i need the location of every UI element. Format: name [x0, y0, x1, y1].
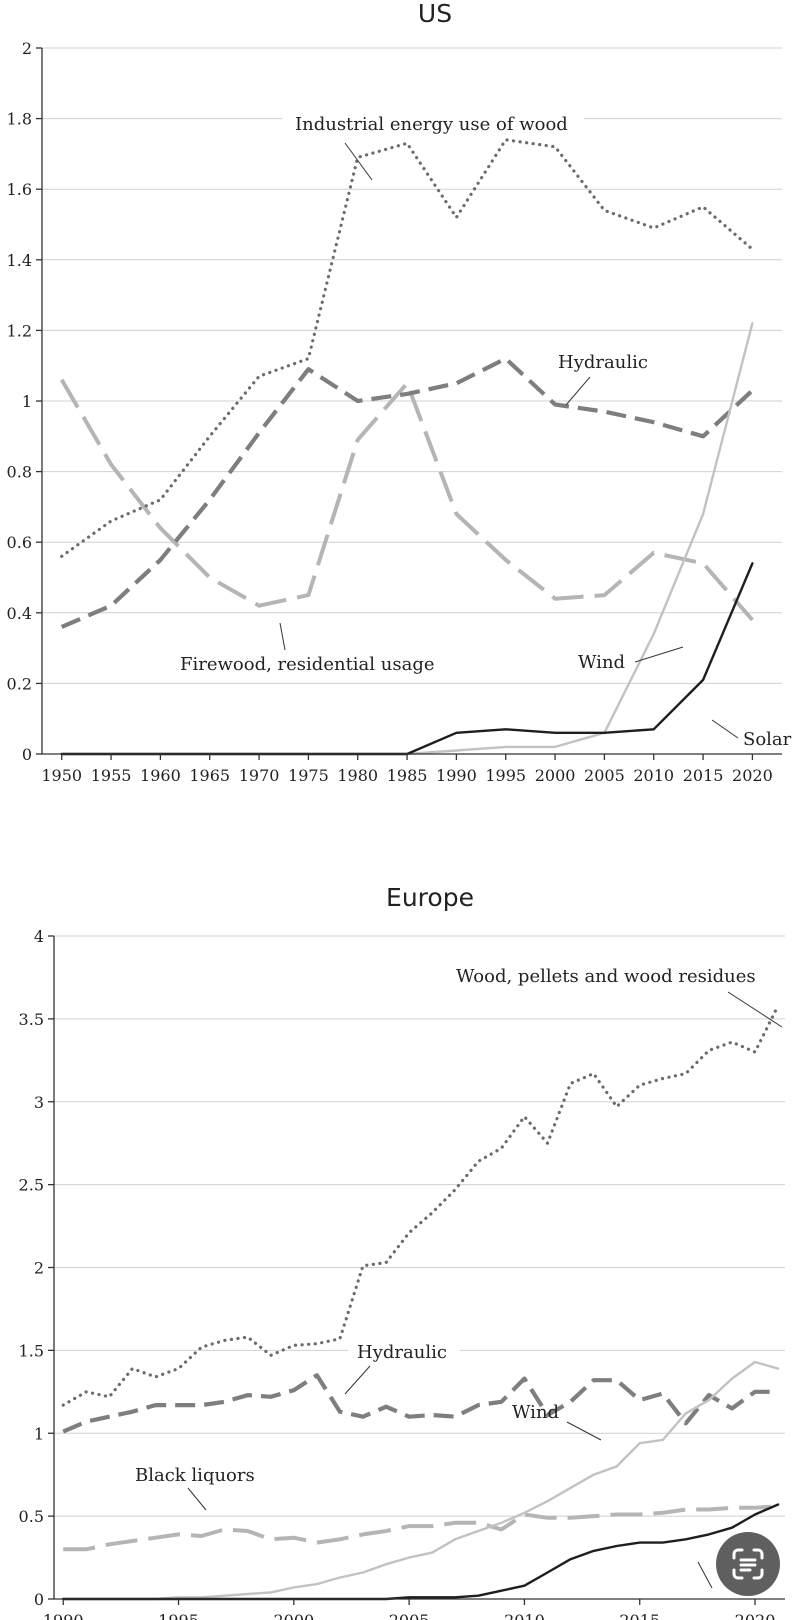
europe-y-tick-labels: 0 0.5 1 1.5 2 2.5 3 3.5 4 [19, 927, 44, 1609]
us-y-tick-label: 0.8 [7, 463, 32, 482]
us-series-wind [60, 322, 754, 756]
eu-y-tick-label: 1.5 [19, 1341, 44, 1360]
europe-gridlines [54, 935, 785, 1517]
us-annotation-solar: Solar [743, 729, 792, 750]
us-x-tick-label: 1975 [288, 766, 329, 785]
eu-series-wood-pellets-and-wood-residues [61, 1003, 780, 1407]
us-series-industrial-energy-use-of-wood [60, 138, 755, 558]
us-x-tick-label: 1995 [485, 766, 526, 785]
us-annotation-industrial: Industrial energy use of wood [295, 114, 568, 135]
europe-chart-title: Europe [386, 883, 474, 912]
us-series-firewood-residential-usage [59, 378, 754, 622]
europe-annotation-hydraulic: Hydraulic [357, 1342, 447, 1363]
europe-leader-solar [697, 1561, 713, 1589]
europe-annotation-wind: Wind [512, 1402, 559, 1423]
us-x-tick-label: 2000 [535, 766, 576, 785]
us-leader-wind [634, 646, 684, 663]
europe-leader-wood [727, 991, 783, 1028]
europe-leader-hydraulic [344, 1365, 371, 1395]
us-x-tick-label: 1960 [140, 766, 181, 785]
us-y-tick-label: 1.8 [7, 110, 32, 129]
eu-x-tick-label: 1995 [158, 1611, 199, 1620]
europe-annotation-wood: Wood, pellets and wood residues [456, 966, 756, 987]
eu-y-tick-label: 3 [34, 1093, 44, 1112]
europe-annotation-hydraulic-bg [348, 1338, 460, 1364]
us-y-tick-label: 1.2 [7, 321, 32, 340]
us-annotation-hydraulic-bg [555, 347, 655, 375]
us-x-tick-label: 1955 [91, 766, 132, 785]
us-x-tick-label: 1990 [436, 766, 477, 785]
lens-icon [732, 1548, 764, 1580]
eu-x-tick-label: 1990 [43, 1611, 84, 1620]
us-y-tick-labels: 0 0.2 0.4 0.6 0.8 1 1.2 1.4 1.6 1.8 2 [7, 39, 32, 764]
us-y-tick-label: 0 [22, 745, 32, 764]
lens-search-button[interactable] [716, 1532, 780, 1596]
us-x-tick-label: 1950 [41, 766, 82, 785]
eu-series-wind [62, 1360, 780, 1601]
eu-x-tick-label: 2000 [273, 1611, 314, 1620]
us-x-tick-label: 2010 [633, 766, 674, 785]
us-x-tick-label: 2020 [732, 766, 773, 785]
us-chart: US 00.20.40.60.811.21.41.61.82 1950 1955 1… [7, 0, 792, 785]
us-y-tick-label: 1.6 [7, 180, 32, 199]
eu-y-tick-label: 2 [34, 1259, 44, 1278]
eu-x-tick-label: 2005 [389, 1611, 430, 1620]
us-annotation-industrial-bg [282, 109, 584, 137]
europe-x-tick-labels: 1990 1995 2000 2005 2010 2015 2020 [43, 1611, 776, 1620]
eu-y-tick-label: 4 [34, 927, 44, 946]
us-leader-hydraulic [565, 376, 591, 406]
us-y-tick-label: 0.2 [7, 674, 32, 693]
us-leader-firewood [279, 622, 286, 651]
us-x-tick-label: 1980 [337, 766, 378, 785]
eu-y-tick-label: 0.5 [19, 1507, 44, 1526]
us-x-tick-label: 2015 [683, 766, 724, 785]
us-y-tick-label: 0.6 [7, 533, 32, 552]
us-y-tick-label: 1.4 [7, 251, 32, 270]
eu-x-tick-label: 2020 [735, 1611, 776, 1620]
us-annotation-firewood: Firewood, residential usage [180, 654, 435, 675]
us-y-tick-label: 1 [22, 392, 32, 411]
eu-x-tick-label: 2015 [619, 1611, 660, 1620]
eu-series-black-liquors [63, 1504, 779, 1552]
us-y-tick-label: 2 [22, 39, 32, 58]
us-y-tick-label: 0.4 [7, 604, 32, 623]
us-axes [36, 47, 782, 760]
europe-chart: Europe 0 0.5 1 1.5 2 2.5 3 3.5 4 1990 1995 2000 200… [19, 883, 785, 1620]
us-gridlines [42, 47, 782, 684]
europe-series-group [61, 1003, 780, 1601]
europe-leader-wind [566, 1421, 602, 1441]
eu-series-unlabeled [62, 1503, 780, 1601]
europe-annotation-black-liquors: Black liquors [135, 1465, 255, 1486]
us-x-tick-labels: 1950 1955 1960 1965 1970 1975 1980 1985 1990 1995… [41, 766, 772, 785]
us-leader-industrial [344, 142, 373, 181]
us-x-tick-label: 1970 [239, 766, 280, 785]
us-x-tick-label: 1985 [387, 766, 428, 785]
eu-series-hydraulic [62, 1373, 779, 1434]
us-x-tick-label: 2005 [584, 766, 625, 785]
us-series-hydraulic [60, 356, 754, 629]
europe-axes [48, 935, 785, 1605]
eu-y-tick-label: 2.5 [19, 1176, 44, 1195]
us-x-tick-label: 1965 [189, 766, 230, 785]
us-annotation-wind: Wind [578, 652, 625, 673]
us-annotation-hydraulic: Hydraulic [558, 352, 648, 373]
eu-x-tick-label: 2010 [504, 1611, 545, 1620]
europe-leader-black-liquors [187, 1487, 207, 1511]
eu-y-tick-label: 1 [34, 1424, 44, 1443]
us-leader-solar [711, 719, 739, 739]
us-chart-title: US [418, 0, 452, 28]
eu-y-tick-label: 0 [34, 1590, 44, 1609]
eu-y-tick-label: 3.5 [19, 1010, 44, 1029]
